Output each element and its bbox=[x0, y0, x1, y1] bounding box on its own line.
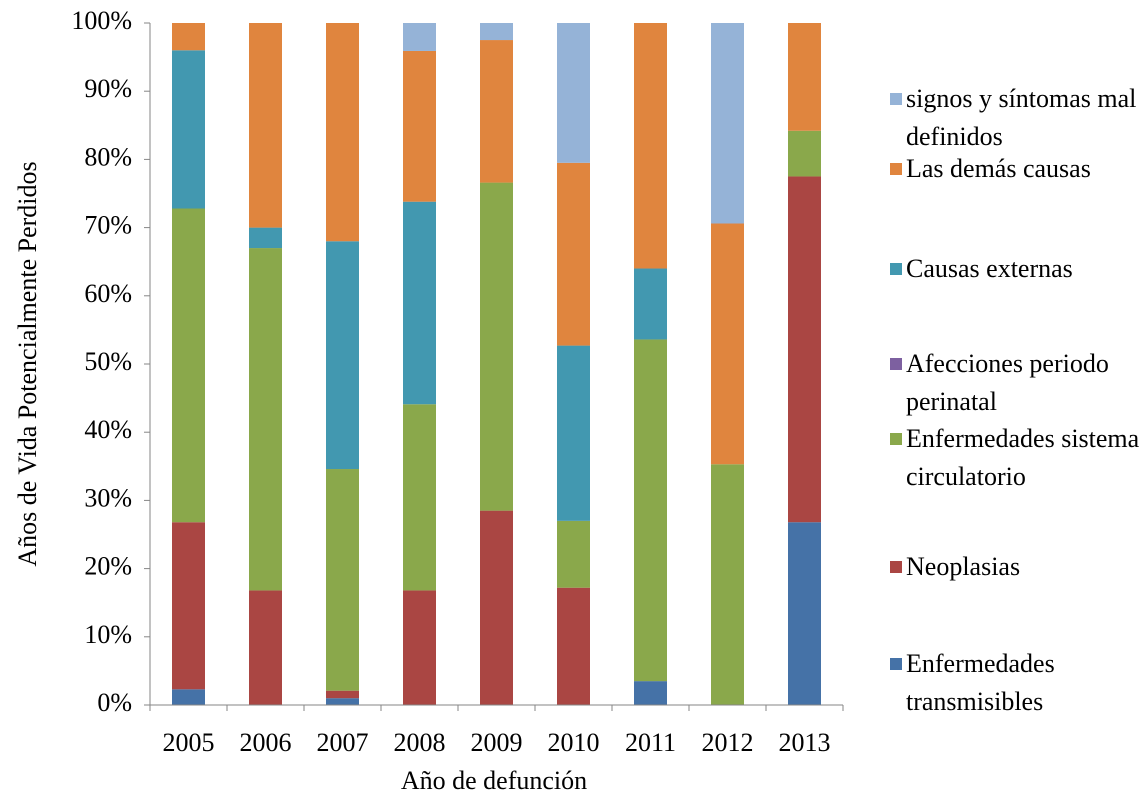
bar-segment bbox=[711, 464, 744, 705]
legend-swatch bbox=[890, 561, 902, 573]
x-tick-label: 2012 bbox=[702, 728, 754, 757]
bar-segment bbox=[249, 227, 282, 249]
bar-segment bbox=[249, 590, 282, 705]
y-tick-label: 60% bbox=[84, 279, 132, 308]
bar-segment bbox=[480, 40, 513, 183]
y-tick-label: 30% bbox=[84, 483, 132, 512]
x-tick-label: 2009 bbox=[471, 728, 523, 757]
bar-segment bbox=[326, 241, 359, 470]
legend-label: Causas externas bbox=[906, 254, 1073, 283]
legend-swatch bbox=[890, 433, 902, 445]
y-tick-label: 20% bbox=[84, 552, 132, 581]
y-tick-label: 80% bbox=[84, 142, 132, 171]
legend-item: signos y síntomas mal definidos bbox=[890, 80, 1142, 156]
y-tick-label: 100% bbox=[71, 6, 132, 35]
x-tick-label: 2011 bbox=[625, 728, 676, 757]
bar-segment bbox=[403, 201, 436, 405]
y-tick-label: 10% bbox=[84, 620, 132, 649]
x-tick-label: 2006 bbox=[240, 728, 292, 757]
x-tick-label: 2013 bbox=[779, 728, 831, 757]
legend-item: Afecciones periodo perinatal bbox=[890, 345, 1142, 421]
bar-segment bbox=[557, 23, 590, 163]
legend-swatch bbox=[890, 658, 902, 670]
legend-item: Enfermedades transmisibles bbox=[890, 645, 1142, 721]
bar-segment bbox=[480, 23, 513, 41]
bar-segment bbox=[172, 23, 205, 51]
legend-label: Enfermedades transmisibles bbox=[906, 649, 1055, 716]
bar-segment bbox=[634, 681, 667, 705]
legend-item: Neoplasias bbox=[890, 548, 1142, 586]
bar-segment bbox=[557, 162, 590, 346]
bar-segment bbox=[326, 469, 359, 691]
bar-segment bbox=[172, 689, 205, 705]
bar-segment bbox=[480, 510, 513, 705]
bar-segment bbox=[480, 182, 513, 511]
bar-segment bbox=[326, 690, 359, 699]
bar-segment bbox=[172, 50, 205, 209]
bar-segment bbox=[249, 248, 282, 591]
bar-segment bbox=[172, 208, 205, 523]
legend-label: signos y síntomas mal definidos bbox=[906, 84, 1137, 151]
bar-segment bbox=[326, 23, 359, 242]
bar-segment bbox=[557, 587, 590, 705]
bar-segment bbox=[557, 520, 590, 588]
bar-segment bbox=[711, 23, 744, 224]
legend-label: Enfermedades sistema circulatorio bbox=[906, 424, 1140, 491]
y-tick-label: 90% bbox=[84, 74, 132, 103]
legend-swatch bbox=[890, 263, 902, 275]
bar-segment bbox=[557, 345, 590, 521]
legend-item: Causas externas bbox=[890, 250, 1142, 288]
y-tick-label: 40% bbox=[84, 415, 132, 444]
bar-segment bbox=[634, 23, 667, 269]
bar-segment bbox=[249, 23, 282, 228]
legend-item: Las demás causas bbox=[890, 150, 1142, 188]
bar-segment bbox=[403, 23, 436, 51]
bar-segment bbox=[634, 268, 667, 340]
legend-label: Las demás causas bbox=[906, 154, 1091, 183]
y-axis-title: Años de Vida Potencialmente Perdidos bbox=[13, 161, 42, 566]
bar-segment bbox=[788, 130, 821, 177]
x-tick-label: 2008 bbox=[394, 728, 446, 757]
legend-swatch bbox=[890, 163, 902, 175]
x-tick-label: 2005 bbox=[163, 728, 215, 757]
bar-segment bbox=[403, 590, 436, 705]
x-tick-label: 2010 bbox=[548, 728, 600, 757]
bar-segment bbox=[788, 23, 821, 131]
x-axis-title: Año de defunción bbox=[401, 766, 587, 795]
bar-segment bbox=[788, 522, 821, 705]
bar-segment bbox=[788, 176, 821, 523]
bar-segment bbox=[172, 522, 205, 690]
y-tick-label: 0% bbox=[97, 688, 132, 717]
x-tick-label: 2007 bbox=[317, 728, 369, 757]
legend-swatch bbox=[890, 358, 902, 370]
bar-segment bbox=[711, 223, 744, 465]
bar-segment bbox=[403, 50, 436, 202]
legend-swatch bbox=[890, 93, 902, 105]
bar-segment bbox=[326, 698, 359, 705]
legend-label: Afecciones periodo perinatal bbox=[906, 349, 1109, 416]
y-tick-label: 70% bbox=[84, 211, 132, 240]
y-tick-label: 50% bbox=[84, 347, 132, 376]
bar-segment bbox=[634, 339, 667, 682]
legend-label: Neoplasias bbox=[906, 552, 1021, 581]
bar-segment bbox=[403, 404, 436, 591]
legend-item: Enfermedades sistema circulatorio bbox=[890, 420, 1142, 496]
